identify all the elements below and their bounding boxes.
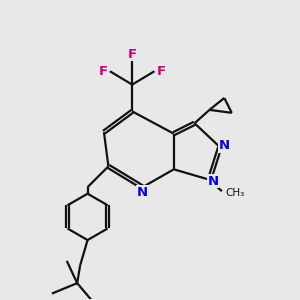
Text: F: F [99,65,108,78]
Text: F: F [156,65,166,78]
Text: CH₃: CH₃ [225,188,244,198]
Text: N: N [219,139,230,152]
Text: F: F [128,48,137,61]
Text: N: N [207,175,219,188]
Text: N: N [137,186,148,199]
